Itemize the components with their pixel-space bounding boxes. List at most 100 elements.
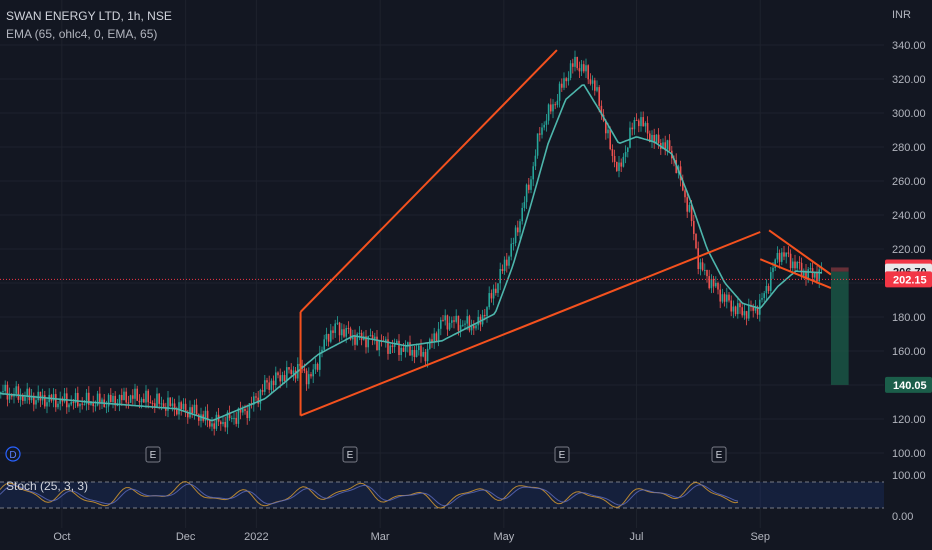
candle	[587, 65, 589, 80]
candle	[77, 392, 79, 407]
candle	[165, 406, 167, 411]
candle	[387, 339, 389, 354]
candle	[286, 367, 288, 382]
candle	[88, 392, 90, 405]
candle	[404, 346, 407, 352]
candle	[143, 398, 145, 403]
candle	[477, 316, 479, 326]
candle	[536, 133, 539, 156]
candle	[807, 269, 809, 279]
candle	[356, 333, 358, 345]
candle	[101, 399, 103, 404]
candle	[308, 374, 310, 385]
candle	[475, 325, 477, 329]
stoch-legend[interactable]: Stoch (25, 3, 3)	[6, 479, 89, 493]
candle	[451, 320, 453, 323]
indicator-legend[interactable]: EMA (65, ohlc4, 0, EMA, 65)	[6, 27, 158, 41]
candle	[424, 351, 427, 362]
candle	[402, 347, 405, 352]
candle	[294, 370, 297, 379]
candle	[539, 133, 541, 135]
candle	[620, 162, 622, 167]
candle	[706, 270, 708, 277]
candle	[314, 363, 317, 370]
candle	[616, 161, 618, 171]
candle	[360, 332, 363, 340]
candle	[506, 259, 508, 266]
candle	[473, 325, 475, 329]
candle	[495, 288, 497, 293]
candle	[28, 388, 31, 401]
candle	[466, 316, 468, 324]
candle	[72, 402, 75, 404]
candle	[275, 372, 277, 386]
candle	[123, 391, 125, 401]
candle	[785, 252, 787, 257]
candle	[426, 348, 429, 362]
candle	[345, 327, 347, 337]
candle	[149, 402, 152, 404]
candle	[134, 388, 136, 399]
candle	[783, 252, 785, 257]
candle	[114, 395, 116, 406]
candle	[589, 79, 592, 84]
candle	[710, 278, 713, 289]
candle	[162, 403, 165, 407]
candle	[30, 395, 33, 401]
candle	[354, 335, 356, 345]
candle	[171, 403, 174, 407]
earnings-marker	[711, 446, 727, 463]
candle	[319, 352, 321, 370]
earnings-marker	[342, 446, 358, 463]
candle	[393, 344, 396, 348]
x-tick-label: Mar	[371, 531, 390, 543]
candle	[651, 134, 653, 143]
projection-box	[830, 271, 849, 385]
candle	[187, 411, 189, 418]
candle	[156, 393, 158, 407]
candle	[431, 339, 433, 343]
candle	[409, 342, 411, 356]
price-tag	[885, 271, 932, 288]
candle	[365, 336, 367, 348]
candle	[220, 421, 222, 425]
candle	[761, 298, 763, 300]
candle	[737, 303, 739, 315]
candle	[578, 68, 581, 72]
candle	[17, 386, 20, 400]
candle	[270, 380, 273, 390]
candle	[530, 179, 532, 190]
candle	[330, 330, 332, 342]
candle	[596, 87, 598, 91]
candle	[116, 405, 119, 407]
candle	[2, 391, 4, 393]
event-marker-label: E	[150, 450, 157, 461]
candle	[550, 104, 552, 112]
y-tick-label: 280.00	[892, 142, 926, 154]
chart-title[interactable]: SWAN ENERGY LTD, 1h, NSE	[6, 9, 172, 23]
stoch-tick: 100.00	[892, 470, 926, 482]
candle	[580, 64, 583, 72]
y-tick-label: 300.00	[892, 108, 926, 120]
candle	[726, 294, 728, 302]
candle	[598, 87, 600, 106]
candle	[253, 396, 255, 405]
candle	[341, 329, 343, 336]
candle	[666, 140, 669, 150]
candle	[147, 390, 149, 403]
candle	[662, 142, 664, 150]
candle	[235, 417, 237, 424]
candle	[640, 117, 642, 127]
candle	[429, 339, 431, 349]
candle	[719, 289, 721, 302]
candle	[158, 393, 160, 404]
candle	[145, 390, 147, 403]
candle	[543, 124, 545, 128]
candle	[257, 397, 259, 404]
candle	[627, 147, 629, 152]
candle	[453, 320, 455, 322]
candle	[112, 395, 114, 403]
event-marker-label: D	[9, 450, 16, 461]
candle	[292, 370, 295, 375]
